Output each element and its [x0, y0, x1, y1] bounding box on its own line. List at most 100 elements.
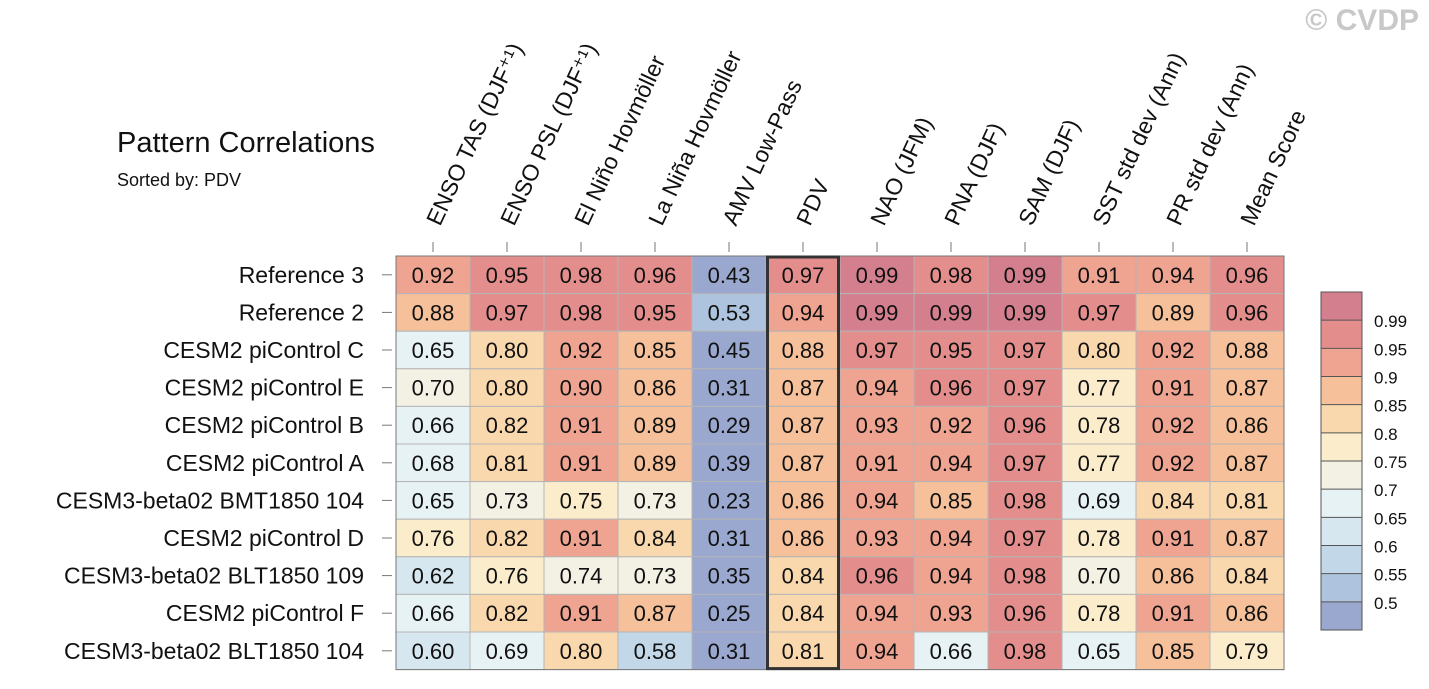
cell-value-label: 0.78: [1078, 601, 1121, 626]
heatmap-cell: [1135, 293, 1211, 332]
heatmap-cell: [987, 293, 1063, 332]
heatmap-cell: [691, 293, 767, 332]
cell-value-label: 0.82: [486, 601, 529, 626]
heatmap-cell: [765, 368, 841, 407]
cell-value-label: 0.77: [1078, 451, 1121, 476]
cell-value-label: 0.87: [782, 451, 825, 476]
cell-value-label: 0.96: [634, 263, 677, 288]
cell-value-label: 0.65: [1078, 639, 1121, 664]
cell-value-label: 0.95: [930, 338, 973, 363]
cell-value-label: 0.65: [412, 338, 455, 363]
cell-value-label: 0.96: [1004, 413, 1047, 438]
colorbar-segment: [1321, 489, 1362, 518]
cell-value-label: 0.31: [708, 526, 751, 551]
heatmap-cell: [395, 405, 471, 445]
heatmap-cell: [913, 443, 989, 483]
heatmap-cell: [617, 556, 693, 595]
cell-value-label: 0.94: [930, 451, 973, 476]
cell-value-label: 0.82: [486, 526, 529, 551]
cell-value-label: 0.97: [782, 263, 825, 288]
column-label: PNA (DJF): [939, 119, 1009, 230]
cell-value-label: 0.96: [1226, 300, 1269, 325]
cell-value-label: 0.85: [1152, 639, 1195, 664]
cell-value-label: 0.94: [782, 300, 825, 325]
cell-value-label: 0.77: [1078, 376, 1121, 401]
cell-value-label: 0.97: [486, 300, 529, 325]
heatmap-cell: [1135, 518, 1211, 558]
cell-value-label: 0.39: [708, 451, 751, 476]
cell-value-label: 0.97: [1004, 338, 1047, 363]
heatmap-cell: [839, 443, 915, 483]
colorbar-tick-label: 0.9: [1374, 369, 1398, 388]
cell-value-label: 0.65: [412, 488, 455, 513]
colorbar-tick-label: 0.6: [1374, 538, 1398, 557]
heatmap-cell: [913, 405, 989, 445]
heatmap-cell: [765, 593, 841, 633]
cell-value-label: 0.43: [708, 263, 751, 288]
cell-value-label: 0.96: [930, 376, 973, 401]
heatmap-cell: [469, 593, 545, 633]
heatmap-cell: [469, 481, 545, 520]
cell-value-label: 0.73: [634, 564, 677, 589]
colorbar-tick-label: 0.55: [1374, 566, 1407, 585]
column-labels: ENSO TAS (DJF⁺¹)ENSO PSL (DJF⁺¹)El Niño …: [421, 39, 1311, 252]
cell-value-label: 0.86: [1226, 601, 1269, 626]
heatmap-cell: [913, 556, 989, 595]
cell-value-label: 0.94: [856, 488, 899, 513]
heatmap-cell: [469, 368, 545, 407]
colorbar-tick-label: 0.95: [1374, 340, 1407, 359]
cell-value-label: 0.91: [1152, 601, 1195, 626]
heatmap-cell: [1061, 443, 1137, 483]
cell-value-label: 0.94: [1152, 263, 1195, 288]
heatmap-cell: [1135, 443, 1211, 483]
heatmap-cell: [913, 518, 989, 558]
cell-value-label: 0.79: [1226, 639, 1269, 664]
heatmap-cell: [617, 518, 693, 558]
cell-value-label: 0.92: [1152, 451, 1195, 476]
column-label: NAO (JFM): [865, 113, 938, 229]
colorbar-segment: [1321, 601, 1362, 630]
cell-value-label: 0.84: [1152, 488, 1195, 513]
cell-value-label: 0.62: [412, 564, 455, 589]
cell-value-label: 0.82: [486, 413, 529, 438]
heatmap-cell: [1209, 405, 1285, 445]
colorbar-segment: [1321, 376, 1362, 405]
heatmap-cell: [987, 631, 1063, 671]
cell-value-label: 0.31: [708, 639, 751, 664]
cell-value-label: 0.75: [560, 488, 603, 513]
heatmap-cell: [1135, 405, 1211, 445]
heatmap-cell: [839, 631, 915, 671]
cell-value-label: 0.45: [708, 338, 751, 363]
cell-value-label: 0.87: [1226, 526, 1269, 551]
cell-value-label: 0.92: [1152, 338, 1195, 363]
cell-value-label: 0.94: [856, 601, 899, 626]
cell-value-label: 0.66: [412, 601, 455, 626]
cell-value-label: 0.94: [930, 564, 973, 589]
cell-value-label: 0.97: [856, 338, 899, 363]
cell-value-label: 0.35: [708, 564, 751, 589]
column-label: PDV: [791, 175, 835, 229]
heatmap-cell: [617, 481, 693, 520]
heatmap-cell: [1135, 481, 1211, 520]
cell-value-label: 0.94: [930, 526, 973, 551]
cell-value-label: 0.91: [1152, 376, 1195, 401]
cell-value-label: 0.66: [412, 413, 455, 438]
heatmap-cell: [1061, 631, 1137, 671]
cell-value-label: 0.60: [412, 639, 455, 664]
heatmap-cell: [765, 518, 841, 558]
column-label: AMV Low-Pass: [717, 76, 807, 229]
colorbar-segment: [1321, 432, 1362, 461]
cell-value-label: 0.97: [1004, 526, 1047, 551]
cell-value-label: 0.70: [412, 376, 455, 401]
heatmap-cell: [469, 631, 545, 671]
watermark: © CVDP: [1305, 4, 1419, 37]
heatmap-cell: [691, 518, 767, 558]
heatmap-cell: [1209, 556, 1285, 595]
cell-value-label: 0.89: [634, 451, 677, 476]
cell-value-label: 0.78: [1078, 526, 1121, 551]
heatmap-cell: [1061, 330, 1137, 370]
cell-value-label: 0.86: [634, 376, 677, 401]
colorbar-segment: [1321, 573, 1362, 602]
row-label: CESM3-beta02 BLT1850 104: [64, 638, 364, 664]
